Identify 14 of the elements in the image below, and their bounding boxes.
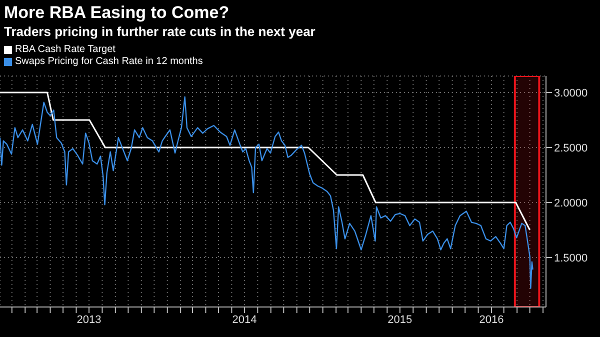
legend-label: RBA Cash Rate Target xyxy=(15,44,116,56)
chart-title: More RBA Easing to Come? xyxy=(4,3,230,23)
chart-subtitle: Traders pricing in further rate cuts in the next year xyxy=(4,24,316,39)
y-tick-label: 1.5000 xyxy=(554,252,588,264)
x-tick-label: 2016 xyxy=(479,314,504,326)
y-tick-label: 2.5000 xyxy=(554,142,588,154)
x-tick-label: 2014 xyxy=(232,314,257,326)
y-tick-label: 3.0000 xyxy=(554,87,588,100)
legend-label: Swaps Pricing for Cash Rate in 12 months xyxy=(15,56,203,68)
x-tick-label: 2015 xyxy=(388,314,412,326)
x-tick-label: 2013 xyxy=(76,314,102,326)
y-tick-label: 2.0000 xyxy=(554,197,588,210)
line-series xyxy=(0,96,534,289)
line-series xyxy=(0,92,531,231)
